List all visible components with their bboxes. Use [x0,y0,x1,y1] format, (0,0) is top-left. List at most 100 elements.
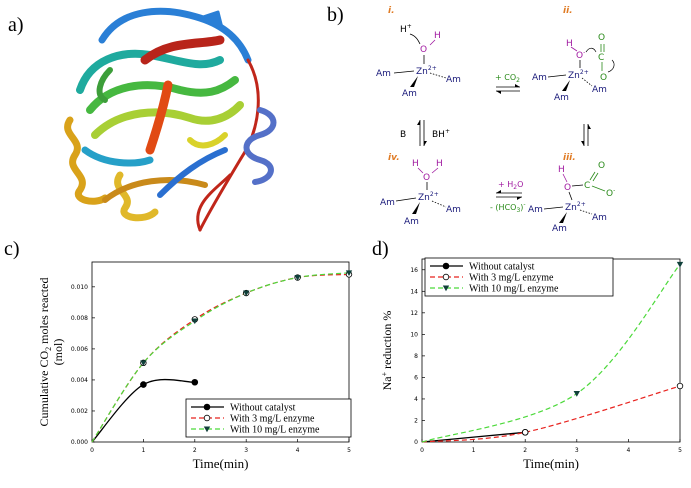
y-tick-label: 16 [410,267,418,274]
carbon-label: C [598,53,604,63]
series-line-1 [421,385,681,443]
y-tick-label: 4 [414,396,418,403]
step-label-i: i. [388,6,395,16]
data-point [191,378,199,386]
legend-marker [442,262,450,270]
zinc-label: Zn2+ [416,65,437,77]
amine-label: Am [446,205,461,215]
ribbon-strand [140,35,225,65]
step-label-iv: iv. [388,153,400,163]
y-tick-label: 0.004 [71,377,88,384]
ribbon-helix [114,171,159,222]
ribbon-strand [96,67,113,103]
y-tick-label: 0 [414,439,418,446]
oxygen-label: O [598,161,605,171]
y-tick-label: 14 [410,288,418,295]
y-tick-label: 0.008 [71,315,88,322]
amine-label: Am [446,75,461,85]
data-point [521,429,529,436]
amine-label: Am [402,89,417,99]
y-tick-label: 0.006 [71,346,88,353]
y-tick-label: 0.002 [71,408,88,415]
oxygen-label: O [423,173,430,183]
data-point [676,382,684,390]
y-tick-label: 6 [414,374,418,381]
conjugate-acid-label: BH+ [432,128,450,140]
ribbon-strand [196,173,232,232]
zinc-label: Zn2+ [565,201,586,213]
chart-cumulative-co2: 0 1 2 3 4 5 0.000 0.002 0.004 0.006 0.008 0.010 Time… [37,261,353,471]
data-point [140,381,147,388]
hydrogen-label: H [412,159,419,169]
data-point [191,318,198,325]
ribbon-strand [187,132,228,149]
water-reagent-label: + H2O [498,180,523,191]
species-i: H+ O H Zn2+ Am Am Am [376,23,461,99]
amine-label: Am [380,198,395,208]
oxygen-label: O [600,73,607,83]
legend-entry: Without catalyst [469,262,535,273]
data-point [243,290,250,297]
x-axis-label: Time(min) [523,456,579,471]
panel-label-a: a) [8,14,24,36]
plot-frame [91,261,350,443]
species-iii: O C O- O H Zn2+ Am Am Am [528,161,615,234]
legend-marker [442,285,450,292]
step-label-ii: ii. [563,6,573,16]
amine-label: Am [376,69,391,79]
ribbon-helix [243,107,277,185]
protein-ribbon-structure [64,7,277,232]
legend-marker [203,414,211,422]
x-tick-label: 4 [296,447,300,454]
hydrogen-label: H [558,165,565,175]
zinc-label: Zn2+ [418,191,439,203]
amine-label: Am [592,85,607,95]
step-label-iii: iii. [563,153,576,163]
ribbon-strand [145,80,173,155]
y-axis-label-group: Na+ reduction % [380,311,394,391]
hydrogen-label: H [436,159,443,169]
amine-label: Am [592,213,607,223]
panel-label-b: b) [327,4,344,26]
y-tick-label: 2 [414,417,418,424]
ribbon-strand [81,146,154,167]
hydrogen-label: H [434,31,441,41]
series-line-0 [421,431,526,443]
ribbon-strand [86,76,239,114]
y-axis-label-group: Cumulative CO2 moles reacted(mol) [37,278,65,427]
amine-label: Am [552,224,567,234]
y-tick-label: 0.010 [71,284,88,291]
x-tick-label: 0 [90,447,94,454]
panel-label-c: c) [4,238,20,260]
amine-label: Am [404,217,419,227]
carbon-label: C [584,181,590,191]
x-tick-label: 3 [575,447,579,454]
y-tick-label: 10 [410,331,418,338]
species-iv: H H O Zn2+ Am Am Am [380,159,461,227]
zinc-label: Zn2+ [568,69,589,81]
panel-label-d: d) [372,238,389,260]
ribbon-strand [198,10,224,30]
amine-label: Am [532,73,547,83]
amine-label: Am [528,205,543,215]
ribbon-strand [102,177,208,203]
data-point [294,275,301,281]
bicarbonate-label: - (HCO3)- [490,201,526,214]
h-plus-label: H+ [400,23,412,35]
x-tick-label: 5 [347,447,351,454]
legend-entry: With 10 mg/L enzyme [230,425,320,436]
x-tick-label: 1 [472,447,476,454]
data-point [676,261,684,268]
legend-box [185,398,352,438]
oxygen-label: O- [576,49,585,61]
base-label: B [400,130,406,140]
oxygen-label: O [598,33,605,43]
data-point [345,270,353,277]
y-axis-unit: (mol) [51,339,65,366]
legend-marker [203,426,211,433]
data-point [140,360,147,367]
data-point [573,391,580,397]
y-axis-label: Cumulative CO2 moles reacted [37,278,53,427]
legend-entry: Without catalyst [230,403,296,414]
legend-entry: With 10 mg/L enzyme [469,284,559,295]
